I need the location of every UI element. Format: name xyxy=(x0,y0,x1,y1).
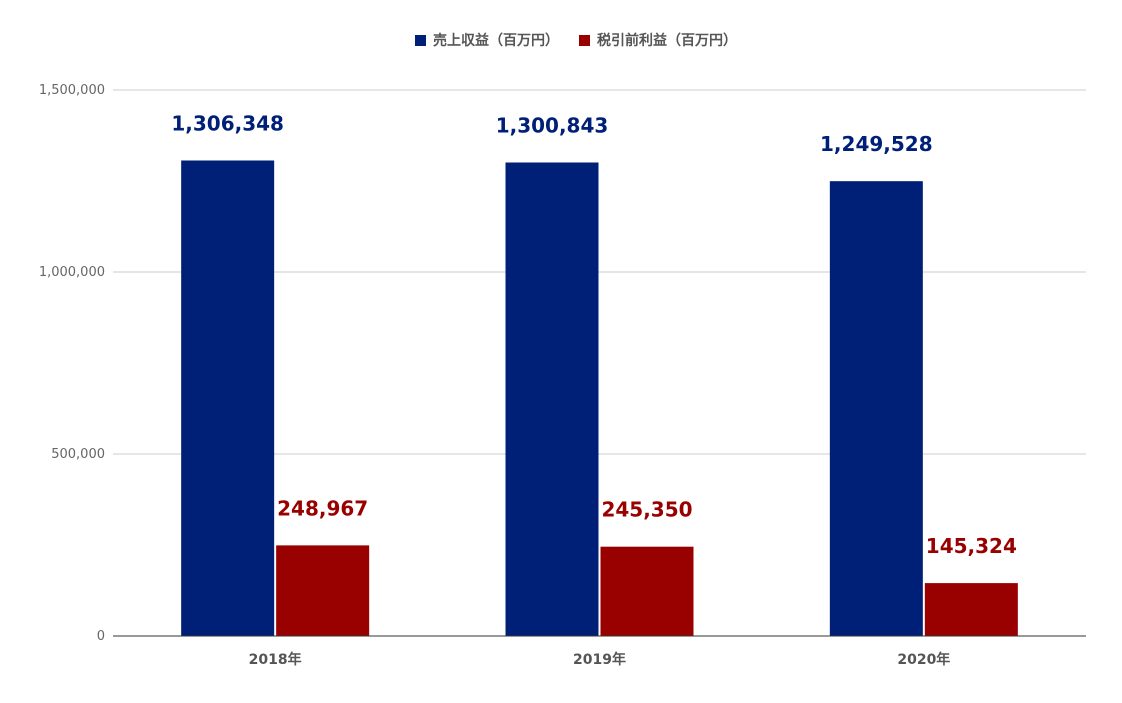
gridlines xyxy=(113,89,1086,455)
data-label: 1,306,348 xyxy=(171,111,284,135)
x-category-label: 2020年 xyxy=(897,651,950,668)
y-tick-label: 0 xyxy=(97,629,105,644)
legend-item: 売上収益（百万円） xyxy=(415,32,559,49)
data-label: 248,967 xyxy=(277,496,368,520)
bar-revenue xyxy=(181,160,275,637)
data-label: 145,324 xyxy=(926,534,1017,558)
x-category-label: 2018年 xyxy=(249,651,302,668)
bar-pretax-profit xyxy=(276,545,370,636)
axes: 0 500,000 1,000,000 1,500,000 2018年 2019年 2020… xyxy=(39,83,1086,668)
bar-revenue xyxy=(505,162,599,636)
legend-swatch xyxy=(415,35,426,46)
legend: 売上収益（百万円） 税引前利益（百万円） xyxy=(415,32,737,49)
bar-pretax-profit xyxy=(924,583,1018,636)
legend-item: 税引前利益（百万円） xyxy=(579,32,737,49)
y-tick-label: 1,000,000 xyxy=(39,265,105,280)
bar-revenue xyxy=(829,181,923,636)
data-label: 1,300,843 xyxy=(496,113,609,137)
legend-swatch xyxy=(579,35,590,46)
bar-pretax-profit xyxy=(600,546,694,636)
x-category-label: 2019年 xyxy=(573,651,626,668)
data-labels: 1,306,348 248,967 1,300,843 245,350 1,249,52… xyxy=(171,111,1017,558)
legend-label: 売上収益（百万円） xyxy=(433,32,559,49)
data-label: 245,350 xyxy=(601,498,692,522)
y-tick-label: 1,500,000 xyxy=(39,83,105,98)
legend-label: 税引前利益（百万円） xyxy=(597,32,737,49)
bars xyxy=(181,160,1018,637)
y-tick-label: 500,000 xyxy=(51,447,105,462)
data-label: 1,249,528 xyxy=(820,132,933,156)
